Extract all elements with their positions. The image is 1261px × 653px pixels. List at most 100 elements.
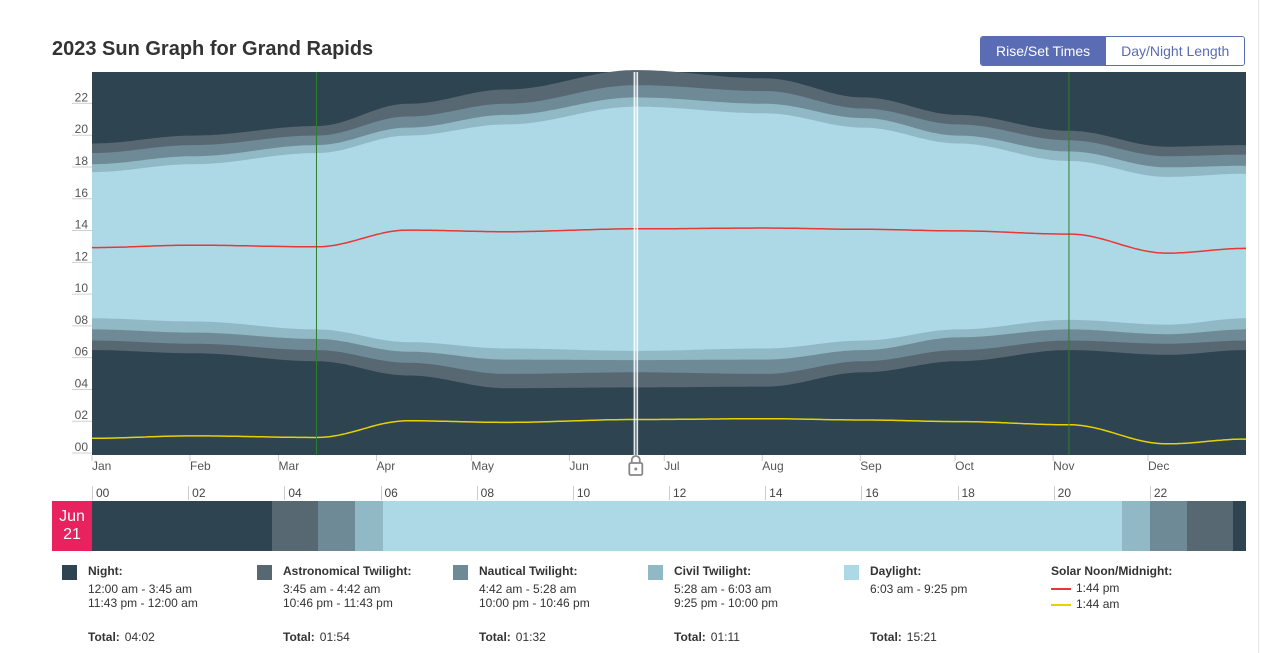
legend-nautical-title: Nautical Twilight:: [479, 564, 578, 578]
y-tick-label: 16: [75, 186, 89, 200]
civil-segment: [355, 501, 383, 551]
day-detail-bar: Jun 21: [52, 501, 1246, 551]
x-tick-label-month: Mar: [279, 459, 300, 473]
legend-civil-range-1: 5:28 am - 6:03 am: [674, 582, 772, 596]
y-tick-label: 12: [75, 249, 89, 263]
legend-night-title: Night:: [88, 564, 123, 578]
legend-daylight-title: Daylight:: [870, 564, 922, 578]
legend-night-total: Total: 04:02: [88, 630, 155, 644]
solar-midnight-line: [92, 417, 1246, 445]
night-segment: [1232, 501, 1246, 551]
hour-tick-label: 20: [1053, 486, 1071, 500]
legend-solar-noon: 1:44 pm: [1051, 581, 1119, 595]
total-label: Total:: [283, 630, 315, 644]
selected-day: 21: [63, 526, 81, 543]
legend-night-range-2: 11:43 pm - 12:00 am: [88, 596, 198, 610]
y-tick-label: 06: [75, 345, 89, 359]
hour-tick-label: 04: [284, 486, 302, 500]
legend-civil-total: Total: 01:11: [674, 630, 740, 644]
astronomical-segment: [1186, 501, 1233, 551]
hour-tick-label: 00: [92, 486, 109, 500]
y-tick-label: 20: [75, 122, 89, 136]
page-edge-divider: [1258, 0, 1259, 653]
hour-tick-label: 14: [765, 486, 783, 500]
y-tick-label: 08: [75, 313, 89, 327]
solar-noon-time: 1:44 pm: [1076, 581, 1120, 595]
total-value: 15:21: [906, 630, 937, 644]
sun-graph-chart[interactable]: 00 02 04 06 08 10 12 14 16 18 20 22 Jan Feb Mar Apr May J…: [0, 0, 1261, 500]
legend-daylight-total: Total: 15:21: [870, 630, 937, 644]
hour-tick-label: 16: [861, 486, 879, 500]
solar-midnight-time: 1:44 am: [1076, 597, 1120, 611]
y-tick-label: 10: [75, 281, 89, 295]
day-timeline[interactable]: [92, 501, 1246, 551]
total-label: Total:: [870, 630, 902, 644]
nautical-segment: [317, 501, 355, 551]
day-night-length-button[interactable]: Day/Night Length: [1105, 37, 1245, 65]
legend-civil-title: Civil Twilight:: [674, 564, 752, 578]
total-value: 04:02: [124, 630, 155, 644]
legend-nautical-total: Total: 01:32: [479, 630, 546, 644]
hour-tick-label: 10: [572, 486, 590, 500]
x-tick-label-month: Feb: [190, 459, 211, 473]
y-tick-label: 02: [75, 408, 89, 422]
astronomical-swatch: [257, 565, 272, 580]
nautical-swatch: [453, 565, 468, 580]
x-tick-label-month: Aug: [762, 459, 783, 473]
selected-month: Jun: [59, 508, 85, 525]
y-tick-label: 18: [75, 154, 89, 168]
legend-astronomical-total: Total: 01:54: [283, 630, 350, 644]
y-tick-label: 14: [75, 218, 89, 232]
hour-tick-label: 06: [380, 486, 398, 500]
page-title: 2023 Sun Graph for Grand Rapids: [52, 38, 374, 60]
selected-day-highlight: [633, 72, 639, 455]
total-label: Total:: [479, 630, 511, 644]
x-tick-label-month: Sep: [860, 459, 882, 473]
civil-swatch: [648, 565, 663, 580]
total-label: Total:: [674, 630, 706, 644]
x-tick-label-month: Nov: [1053, 459, 1074, 473]
legend-civil-range-2: 9:25 pm - 10:00 pm: [674, 596, 779, 610]
y-tick-label: 22: [75, 90, 89, 104]
legend-astronomical-range-2: 10:46 pm - 11:43 pm: [283, 596, 393, 610]
legend-noon-title: Solar Noon/Midnight:: [1051, 564, 1173, 578]
night-segment: [92, 501, 273, 551]
x-tick-label-month: Oct: [955, 459, 974, 473]
y-tick-label: 00: [75, 440, 89, 454]
legend-solar-noon-midnight: Solar Noon/Midnight: 1:44 pm 1:44 am: [1051, 564, 1173, 611]
daylight-swatch: [844, 565, 859, 580]
noon-line-icon: [1051, 587, 1071, 590]
night-swatch: [62, 565, 77, 580]
hour-tick-label: 18: [957, 486, 975, 500]
legend-nautical-range-2: 10:00 pm - 10:46 pm: [479, 596, 590, 610]
y-tick-label: 04: [75, 376, 89, 390]
hour-tick-label: 02: [188, 486, 206, 500]
legend-solar-midnight: 1:44 am: [1051, 597, 1119, 611]
total-value: 01:54: [319, 630, 350, 644]
hour-tick-label: 12: [669, 486, 686, 500]
nautical-segment: [1149, 501, 1187, 551]
total-label: Total:: [88, 630, 120, 644]
rise-set-times-button[interactable]: Rise/Set Times: [981, 37, 1106, 65]
lock-icon[interactable]: [628, 455, 644, 476]
x-tick-label-month: Dec: [1148, 459, 1169, 473]
solar-noon-line: [92, 227, 1246, 254]
hour-tick-label: 08: [476, 486, 494, 500]
total-value: 01:32: [515, 630, 546, 644]
view-toggle: Rise/Set Times Day/Night Length: [980, 36, 1246, 66]
legend-astronomical-range-1: 3:45 am - 4:42 am: [283, 582, 381, 596]
total-value: 01:11: [710, 630, 740, 644]
x-tick-label-month: May: [471, 459, 494, 473]
x-tick-label-month: Jun: [569, 459, 588, 473]
legend-astronomical-title: Astronomical Twilight:: [283, 564, 412, 578]
x-tick-label-month: Jan: [92, 459, 111, 473]
midnight-line-icon: [1051, 603, 1071, 606]
legend-night-range-1: 12:00 am - 3:45 am: [88, 582, 193, 596]
legend-nautical-range-1: 4:42 am - 5:28 am: [479, 582, 577, 596]
daylight-segment: [382, 501, 1122, 551]
selected-date-badge[interactable]: Jun 21: [52, 501, 92, 551]
x-tick-label-month: Jul: [664, 459, 679, 473]
civil-segment: [1121, 501, 1150, 551]
legend-daylight-range-1: 6:03 am - 9:25 pm: [870, 582, 968, 596]
hour-tick-label: 22: [1149, 486, 1167, 500]
